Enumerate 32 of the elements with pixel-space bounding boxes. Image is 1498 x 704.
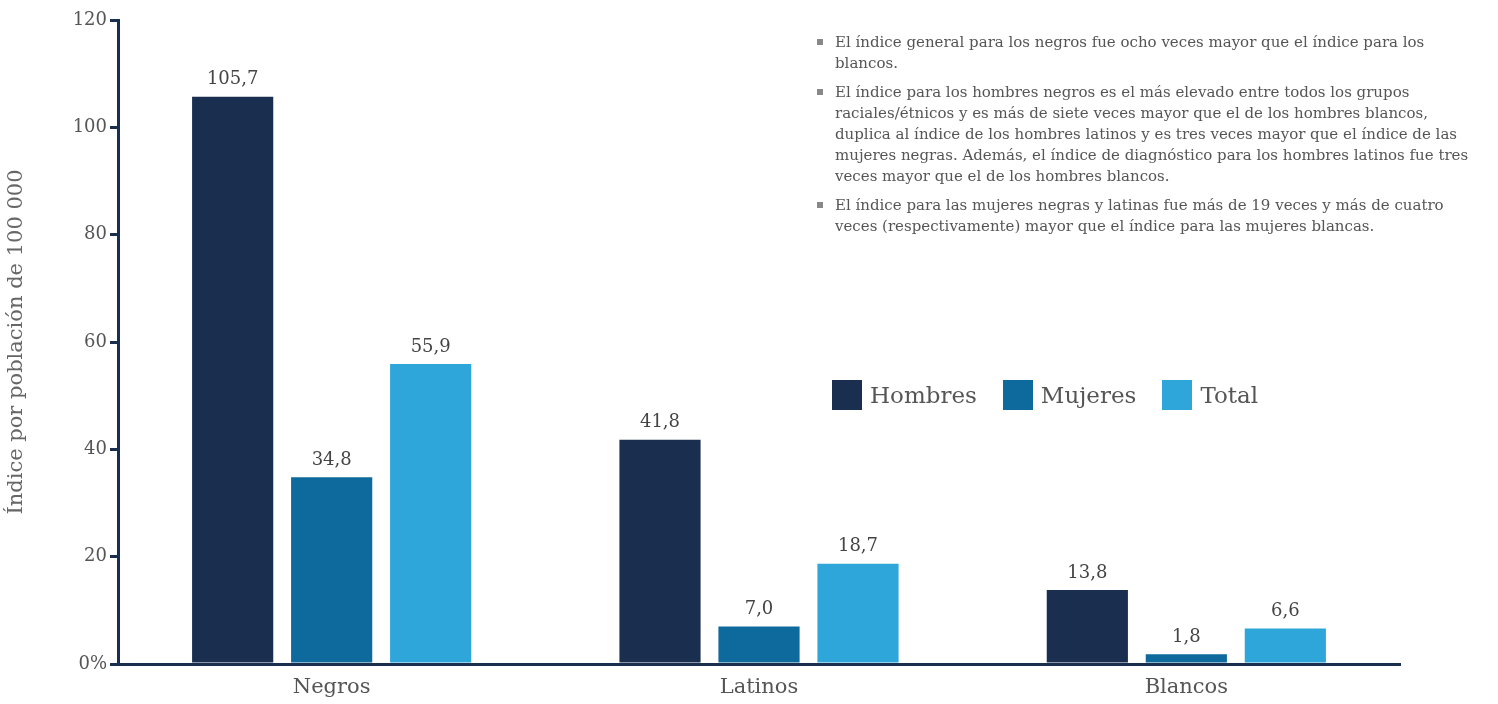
data-label: 7,0 [744,597,774,619]
y-axis-title: Índice por población de 100 000 [3,169,28,515]
data-label: 41,8 [639,410,681,432]
data-label: 6,6 [1271,599,1300,621]
y-tick-label: 120 [72,7,107,29]
x-tick-label: Negros [292,674,371,699]
y-tick-label: 100 [72,115,107,137]
legend-label: Total [1200,382,1259,408]
data-label: 1,8 [1172,625,1201,647]
legend-label: Mujeres [1040,382,1137,408]
bar [291,477,373,663]
data-label: 55,9 [410,334,451,356]
bar [718,626,800,663]
y-tick-label: 0% [78,651,107,673]
bar [817,563,899,663]
bar [1145,654,1227,663]
bar [1244,628,1326,663]
x-tick-label: Blancos [1144,674,1229,699]
data-label: 18,7 [837,534,879,556]
y-tick-label: 40 [84,437,107,459]
annotation: El índice para los hombres negros es el más elevado entre todos los grupos raciales/étnicos y es más de siete veces mayor que el de los hombres blancos, duplica al índice de los hombres latinos y es tres veces mayor que el índice de las mujeres negras. Además, el índice de diagnóstico para los hombres latinos fue tres veces mayor que el de los hombres blancos. [834,82,1470,187]
x-tick-label: Latinos [719,674,799,699]
annotation: El índice general para los negros fue ocho veces mayor que el índice para los blancos. [834,32,1426,74]
data-label: 105,7 [206,67,259,89]
y-tick-label: 60 [84,329,107,351]
legend-label: Hombres [870,382,977,408]
annotation: El índice para las mujeres negras y latinas fue más de 19 veces y más de cuatro veces (respectivamente) mayor que el índice para las mujeres blancas. [834,195,1445,237]
data-label: 13,8 [1067,560,1108,582]
y-tick-label: 20 [84,544,107,566]
bar [390,364,472,663]
data-label: 34,8 [311,447,352,469]
y-tick-label: 80 [84,222,107,244]
